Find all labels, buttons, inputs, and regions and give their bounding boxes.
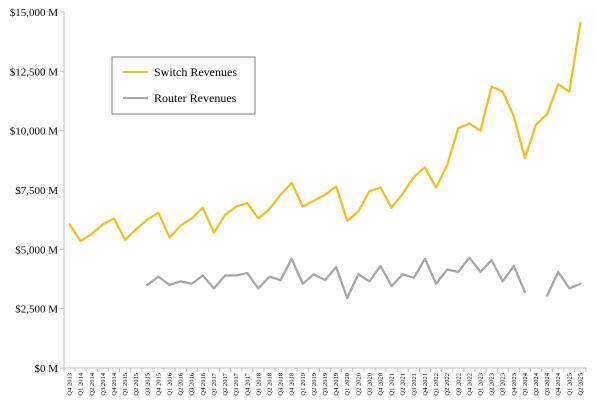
x-axis: Q4 2013 Q1 2014 Q2 2014 Q3 2014 Q4 2014 Q1 20… bbox=[63, 367, 587, 396]
x-tick-label: Q2 2019 bbox=[311, 373, 318, 396]
x-tick-label: Q2 2017 bbox=[222, 372, 229, 395]
x-tick-label: Q2 2020 bbox=[355, 373, 362, 396]
x-tick-label: Q1 2025 bbox=[566, 373, 573, 396]
x-tick-label: Q3 2022 bbox=[455, 373, 462, 396]
x-tick-label: Q2 2015 bbox=[133, 373, 140, 396]
y-tick-label: $15,000 M bbox=[10, 7, 59, 19]
x-tick-label: Q3 2021 bbox=[411, 373, 418, 396]
legend: Switch Revenues Router Revenues bbox=[111, 56, 256, 115]
x-tick-label: Q3 2019 bbox=[322, 373, 329, 396]
x-tick-label: Q3 2024 bbox=[544, 372, 551, 395]
x-tick-label: Q2 2025 bbox=[577, 373, 584, 396]
x-tick-label: Q4 2015 bbox=[155, 373, 162, 396]
x-tick-label: Q3 2017 bbox=[233, 372, 240, 395]
x-tick-label: Q2 2018 bbox=[266, 373, 273, 396]
legend-box bbox=[111, 56, 256, 115]
x-tick-label: Q1 2014 bbox=[78, 372, 85, 395]
x-tick-label: Q2 2023 bbox=[489, 373, 496, 396]
y-axis: $0 M $2,500 M $5,000 M $7,500 M $10,000 M $12… bbox=[10, 7, 65, 375]
x-tick-label: Q4 2013 bbox=[67, 373, 74, 396]
x-tick-label: Q2 2022 bbox=[444, 373, 451, 396]
x-tick-label: Q4 2021 bbox=[422, 373, 429, 396]
x-tick-label: Q4 2016 bbox=[200, 372, 207, 395]
y-tick-label: $0 M bbox=[34, 363, 58, 375]
x-tick-label: Q1 2019 bbox=[300, 373, 307, 396]
x-tick-label: Q3 2016 bbox=[189, 372, 196, 395]
x-tick-label: Q1 2021 bbox=[389, 373, 396, 396]
x-tick-label: Q1 2018 bbox=[255, 373, 262, 396]
plot-area bbox=[68, 21, 582, 300]
x-tick-label: Q2 2014 bbox=[89, 372, 96, 395]
x-tick-label: Q4 2022 bbox=[466, 373, 473, 396]
x-tick-label: Q2 2021 bbox=[400, 373, 407, 396]
x-tick-label: Q2 2016 bbox=[178, 372, 185, 395]
x-tick-label: Q1 2023 bbox=[477, 373, 484, 396]
y-tick-label: $7,500 M bbox=[15, 185, 58, 197]
x-tick-label: Q3 2014 bbox=[100, 372, 107, 395]
x-tick-label: Q4 2017 bbox=[244, 372, 251, 395]
y-tick-label: $12,500 M bbox=[10, 66, 59, 78]
x-tick-label: Q2 2024 bbox=[533, 372, 540, 395]
x-tick-label: Q3 2015 bbox=[144, 373, 151, 396]
x-tick-label: Q4 2019 bbox=[333, 373, 340, 396]
x-tick-label: Q3 2020 bbox=[366, 373, 373, 396]
x-tick-label: Q4 2018 bbox=[289, 373, 296, 396]
y-tick-label: $10,000 M bbox=[10, 126, 59, 138]
series-line-switch-revenues bbox=[68, 21, 582, 243]
series-line-router-revenues bbox=[146, 256, 582, 300]
x-tick-label: Q3 2018 bbox=[278, 373, 285, 396]
x-tick-label: Q1 2020 bbox=[344, 373, 351, 396]
x-tick-label: Q1 2024 bbox=[522, 372, 529, 395]
x-tick-label: Q4 2024 bbox=[555, 372, 562, 395]
x-tick-label: Q4 2023 bbox=[511, 373, 518, 396]
x-tick-label: Q1 2016 bbox=[167, 372, 174, 395]
x-tick-label: Q1 2017 bbox=[211, 372, 218, 395]
x-tick-label: Q4 2014 bbox=[111, 372, 118, 395]
y-tick-label: $5,000 M bbox=[15, 244, 58, 256]
legend-label-router-revenues: Router Revenues bbox=[154, 91, 237, 105]
x-tick-label: Q1 2022 bbox=[433, 373, 440, 396]
x-tick-label: Q1 2015 bbox=[122, 373, 129, 396]
x-tick-label: Q4 2020 bbox=[378, 373, 385, 396]
legend-label-switch-revenues: Switch Revenues bbox=[154, 65, 237, 79]
x-tick-label: Q3 2023 bbox=[500, 373, 507, 396]
y-tick-label: $2,500 M bbox=[15, 304, 58, 316]
